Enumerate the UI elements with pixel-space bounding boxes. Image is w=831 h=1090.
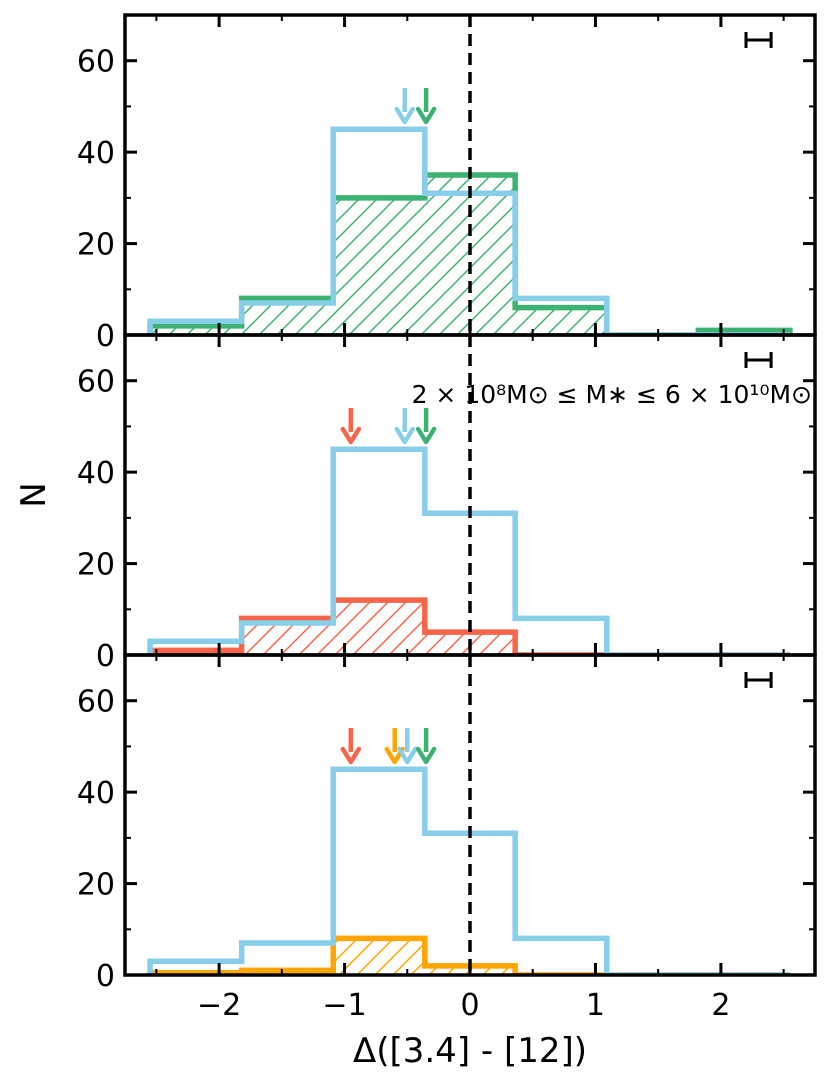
y-tick-label: 60 bbox=[77, 365, 115, 400]
error-bar bbox=[744, 32, 773, 48]
panel-2: 2 × 10⁸M⊙ ≤ M∗ ≤ 6 × 10¹⁰M⊙ 0 20 40 60 bbox=[77, 333, 817, 674]
step-line-red bbox=[147, 597, 790, 655]
plot-area bbox=[147, 655, 790, 975]
y-tick-label: 20 bbox=[77, 868, 115, 903]
x-tick-label: −2 bbox=[197, 988, 241, 1023]
arrow-head bbox=[415, 746, 437, 765]
mean-arrow-orange bbox=[384, 728, 405, 765]
mass-range-annotation: 2 × 10⁸M⊙ ≤ M∗ ≤ 6 × 10¹⁰M⊙ bbox=[412, 380, 812, 409]
panel-frame bbox=[123, 653, 817, 977]
ticks: 0 20 40 60 bbox=[77, 655, 815, 994]
arrow-head bbox=[415, 106, 437, 125]
arrow-head bbox=[340, 426, 362, 445]
panels-layer: 0 20 40 60 2 × 10⁸M⊙ ≤ M∗ ≤ 6 × 10¹⁰M⊙ 0 20 40 6… bbox=[77, 13, 817, 994]
plot-area bbox=[147, 15, 793, 335]
mean-arrow-green bbox=[415, 408, 437, 445]
mean-arrow-red bbox=[340, 728, 362, 765]
mean-arrow-green bbox=[415, 88, 437, 125]
mean-arrow-blue bbox=[394, 88, 416, 125]
arrow-head bbox=[394, 426, 416, 445]
y-tick-label: 40 bbox=[77, 136, 115, 171]
x-tick-label: 1 bbox=[586, 988, 605, 1023]
mean-arrow-blue bbox=[394, 408, 416, 445]
y-tick-label: 60 bbox=[77, 45, 115, 80]
ticks: 0 20 40 60 bbox=[77, 15, 815, 354]
y-tick-label: 40 bbox=[77, 776, 115, 811]
series-blue bbox=[147, 766, 790, 975]
error-bar bbox=[744, 352, 773, 368]
mean-arrow-blue bbox=[397, 728, 418, 765]
step-line-blue bbox=[147, 766, 790, 975]
arrow-head bbox=[340, 746, 362, 765]
hatch-bar-green bbox=[150, 325, 242, 335]
series-blue bbox=[147, 126, 790, 335]
arrow-head bbox=[394, 106, 416, 125]
step-line-blue bbox=[147, 446, 790, 655]
y-tick-label: 0 bbox=[96, 959, 115, 994]
ticks: 0 20 40 60 bbox=[77, 335, 815, 674]
y-tick-label: 60 bbox=[77, 685, 115, 720]
y-tick-label: 20 bbox=[77, 228, 115, 263]
x-tick-label: 2 bbox=[711, 988, 730, 1023]
x-tick-label: 0 bbox=[460, 988, 479, 1023]
y-tick-label: 0 bbox=[96, 639, 115, 674]
mean-arrow-red bbox=[340, 408, 362, 445]
x-tick-labels: −2 −1 0 1 2 bbox=[197, 988, 730, 1023]
series-blue bbox=[147, 446, 790, 655]
y-tick-label: 20 bbox=[77, 548, 115, 583]
hatch-bar-orange bbox=[333, 938, 425, 975]
y-axis-label: N bbox=[14, 482, 54, 507]
hatch-bar-green bbox=[333, 197, 425, 335]
y-tick-label: 0 bbox=[96, 319, 115, 354]
arrow-head bbox=[397, 746, 418, 765]
step-line-orange bbox=[147, 935, 790, 975]
hatch-bar-green bbox=[515, 307, 607, 335]
error-bar bbox=[744, 672, 773, 688]
y-tick-label: 40 bbox=[77, 456, 115, 491]
x-axis-label: Δ([3.4] - [12]) bbox=[353, 1031, 587, 1071]
mean-arrow-green bbox=[415, 728, 437, 765]
arrow-head bbox=[415, 426, 437, 445]
x-tick-label: −1 bbox=[322, 988, 366, 1023]
panel-3: 0 20 40 60 bbox=[77, 653, 817, 994]
hatch-bar-red bbox=[333, 600, 425, 655]
panel-1: 0 20 40 60 bbox=[77, 13, 817, 354]
step-line-blue bbox=[147, 126, 790, 335]
